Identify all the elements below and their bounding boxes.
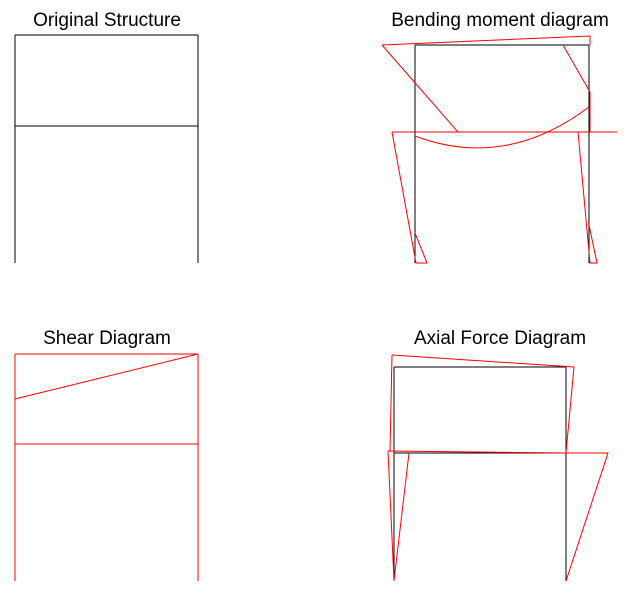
bending-moment-curve [381, 35, 617, 264]
upper-left-axial [389, 354, 393, 452]
frame-structure [14, 34, 199, 263]
frame-structure [393, 366, 567, 581]
panel-title-shear: Shear Diagram [43, 328, 171, 349]
roof-axial [391, 354, 575, 454]
panel-title-axial: Axial Force Diagram [414, 328, 586, 349]
roof-moment-line [381, 35, 591, 46]
axial-force-diagram [387, 354, 609, 582]
shear-diagram [14, 353, 199, 581]
floor-axial [387, 450, 609, 582]
lower-left-axial [387, 450, 410, 582]
frame-structure [14, 353, 199, 581]
lower-right-moment [577, 131, 598, 264]
roof-shear-slope [14, 353, 199, 400]
panel-original-structure: Original Structure [14, 10, 199, 263]
upper-right-moment [562, 44, 591, 132]
floor-moment-curve [414, 106, 590, 149]
panel-axial-force: Axial Force Diagram [387, 328, 609, 582]
panel-title-bending: Bending moment diagram [391, 10, 609, 31]
lower-left-moment [391, 131, 428, 264]
upper-left-moment [381, 44, 459, 133]
frame-structure [414, 44, 590, 263]
panel-title-original: Original Structure [33, 10, 181, 31]
panel-bending-moment: Bending moment diagram [381, 10, 617, 264]
panel-shear: Shear Diagram [14, 328, 199, 581]
